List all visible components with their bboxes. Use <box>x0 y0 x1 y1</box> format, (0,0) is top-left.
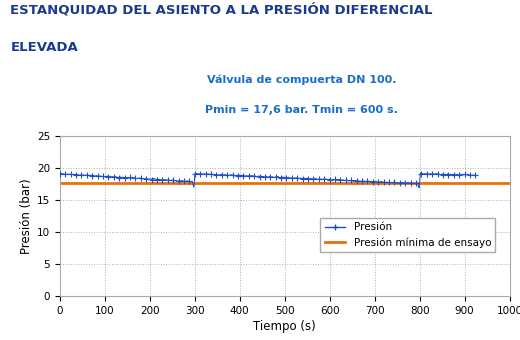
Text: Pmin = 17,6 bar. Tmin = 600 s.: Pmin = 17,6 bar. Tmin = 600 s. <box>205 105 398 115</box>
Text: Válvula de compuerta DN 100.: Válvula de compuerta DN 100. <box>207 75 396 85</box>
Y-axis label: Presión (bar): Presión (bar) <box>20 178 33 254</box>
Text: ELEVADA: ELEVADA <box>10 41 78 54</box>
X-axis label: Tiempo (s): Tiempo (s) <box>253 320 316 333</box>
Legend: Presión, Presión mínima de ensayo: Presión, Presión mínima de ensayo <box>320 218 496 252</box>
Text: ESTANQUIDAD DEL ASIENTO A LA PRESIÓN DIFERENCIAL: ESTANQUIDAD DEL ASIENTO A LA PRESIÓN DIF… <box>10 3 433 17</box>
